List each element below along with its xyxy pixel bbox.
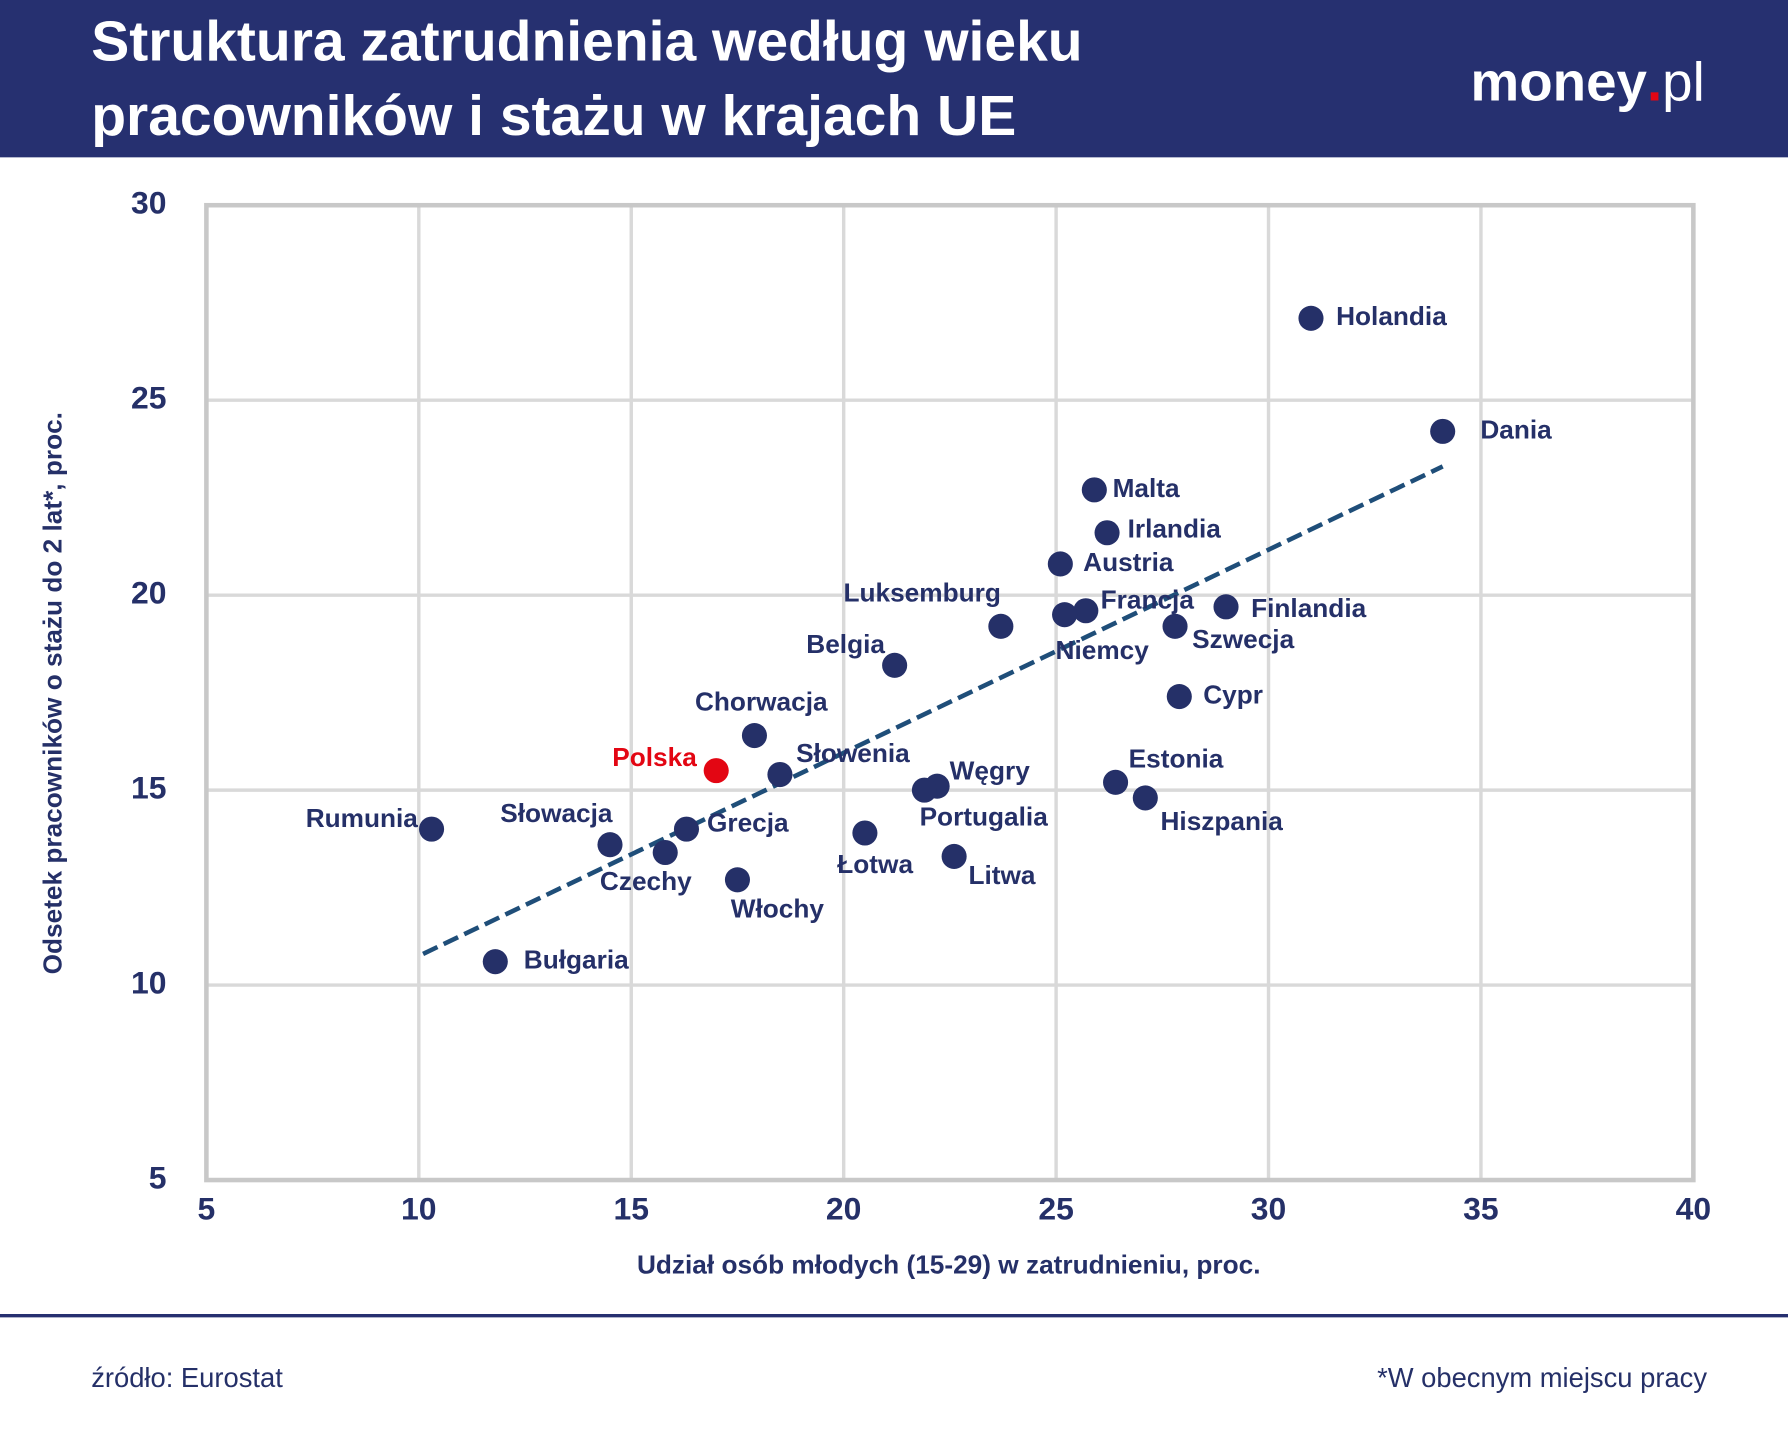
point-label: Węgry	[950, 755, 1031, 785]
y-tick-label: 15	[131, 770, 167, 806]
point-label: Czechy	[600, 866, 692, 896]
point	[852, 820, 878, 846]
point-label: Słowacja	[500, 798, 613, 828]
x-tick-label: 5	[198, 1190, 216, 1226]
point-label: Cypr	[1203, 679, 1263, 709]
header-band	[0, 0, 1788, 158]
point-label: Estonia	[1129, 744, 1224, 774]
x-tick-label: 25	[1038, 1190, 1074, 1226]
point	[419, 816, 445, 842]
x-tick-label: 10	[401, 1190, 437, 1226]
point	[652, 839, 678, 866]
point	[724, 867, 750, 893]
point-label: Luksemburg	[843, 577, 1000, 607]
point-label: Łotwa	[837, 849, 913, 879]
point-label: Francja	[1101, 585, 1195, 615]
point-label: Hiszpania	[1161, 806, 1284, 836]
point	[988, 613, 1014, 639]
y-axis-label: Odsetek pracowników o stażu do 2 lat*, p…	[38, 412, 68, 974]
point-label: Słowenia	[796, 738, 910, 768]
point	[1430, 418, 1456, 444]
point-label: Finlandia	[1251, 593, 1367, 623]
point-label: Chorwacja	[695, 687, 828, 717]
x-tick-label: 35	[1463, 1190, 1499, 1226]
chart-title: pracowników i stażu w krajach UE	[91, 84, 1016, 148]
point-label: Portugalia	[920, 802, 1049, 832]
y-tick-label: 10	[131, 965, 167, 1001]
point	[1166, 683, 1192, 710]
point-label: Malta	[1113, 473, 1180, 503]
source: źródło: Eurostat	[91, 1362, 283, 1393]
point-label: Litwa	[969, 860, 1036, 890]
footnote: *W obecnym miejscu pracy	[1377, 1362, 1707, 1393]
x-tick-label: 40	[1676, 1190, 1712, 1226]
point	[482, 949, 508, 975]
trendline	[422, 464, 1444, 956]
plot-frame	[204, 202, 1696, 1183]
point-label: Belgia	[806, 629, 885, 659]
x-tick-label: 30	[1251, 1190, 1287, 1226]
point-label: Dania	[1480, 414, 1552, 444]
x-tick-label: 15	[613, 1190, 649, 1226]
logo-dot: .	[1647, 51, 1662, 113]
point-label: Polska	[612, 742, 697, 772]
point	[1094, 520, 1120, 546]
point	[767, 761, 793, 788]
point-label: Grecja	[707, 807, 789, 837]
y-tick-label: 25	[131, 380, 167, 416]
point	[1213, 594, 1239, 620]
logo: money.pl	[1471, 51, 1705, 113]
point	[673, 816, 700, 842]
point	[1081, 477, 1107, 503]
point-label: Holandia	[1336, 301, 1447, 331]
point-label: Niemcy	[1056, 635, 1150, 665]
y-tick-label: 20	[131, 575, 167, 611]
plot-area: 5 10 15 20 25 30 35 40 5 10 15 20 25 30 Holandia Dania M…	[131, 185, 1711, 1227]
point-label: Rumunia	[306, 803, 419, 833]
x-tick-label: 20	[826, 1190, 862, 1226]
point	[1132, 785, 1158, 811]
y-tick-label: 30	[131, 185, 167, 221]
x-axis-label: Udział osób młodych (15-29) w zatrudnien…	[637, 1250, 1261, 1280]
point	[703, 758, 729, 784]
point	[741, 722, 767, 749]
point	[1298, 305, 1324, 331]
point	[882, 652, 908, 678]
point	[911, 777, 937, 803]
point-label: Irlandia	[1128, 513, 1222, 543]
logo-suffix: pl	[1662, 51, 1705, 113]
point-label: Szwecja	[1192, 624, 1294, 654]
point	[1103, 769, 1129, 795]
y-tick-label: 5	[149, 1159, 167, 1195]
point-label: Austria	[1083, 547, 1174, 577]
point	[1162, 613, 1188, 639]
point-label: Bułgaria	[524, 945, 629, 975]
chart-title: Struktura zatrudnienia według wieku	[91, 10, 1082, 74]
point	[1073, 598, 1099, 624]
point-label: Włochy	[731, 894, 825, 924]
point	[1047, 551, 1073, 577]
point	[1052, 602, 1078, 628]
point	[597, 832, 623, 858]
logo-name: money	[1471, 51, 1648, 113]
point	[941, 843, 967, 869]
